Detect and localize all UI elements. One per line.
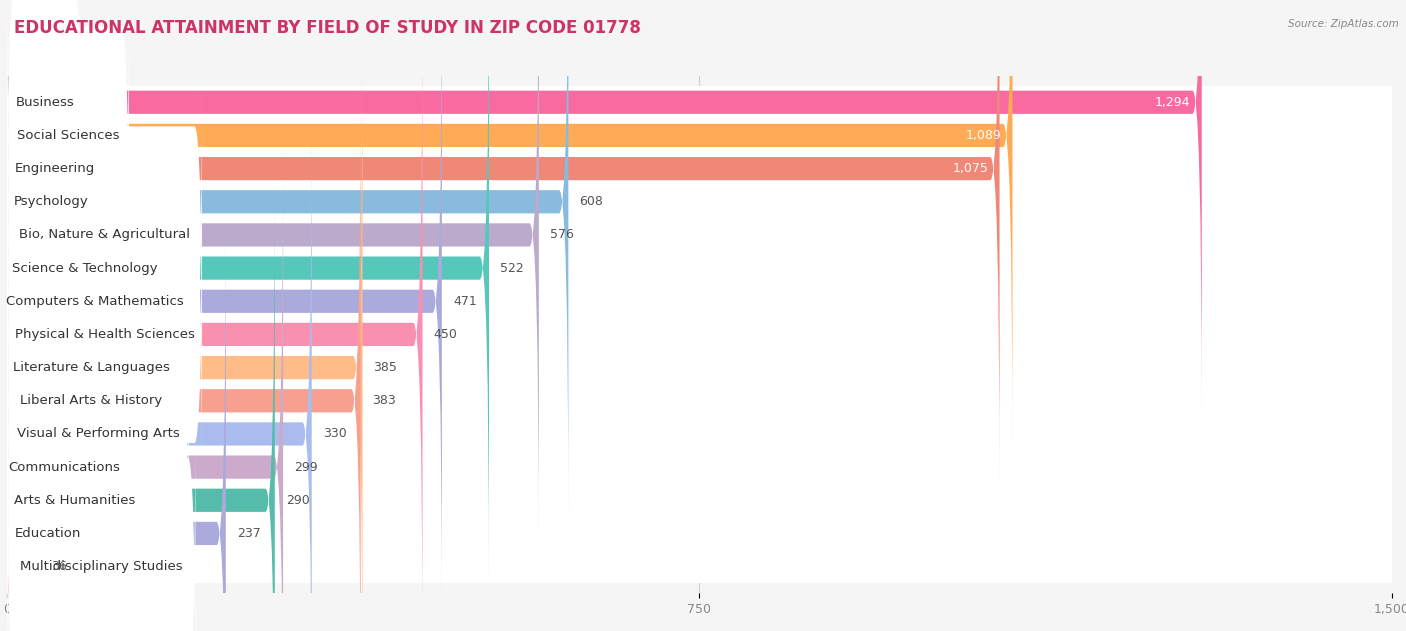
FancyBboxPatch shape <box>7 247 41 631</box>
Text: Business: Business <box>15 96 75 109</box>
Text: Education: Education <box>15 527 82 540</box>
Text: Bio, Nature & Agricultural: Bio, Nature & Agricultural <box>20 228 190 242</box>
FancyBboxPatch shape <box>7 285 1392 318</box>
Text: Computers & Mathematics: Computers & Mathematics <box>6 295 183 308</box>
FancyBboxPatch shape <box>7 384 1392 417</box>
FancyBboxPatch shape <box>7 78 202 392</box>
FancyBboxPatch shape <box>7 550 1392 583</box>
Text: 522: 522 <box>501 262 524 274</box>
Text: Liberal Arts & History: Liberal Arts & History <box>20 394 162 407</box>
FancyBboxPatch shape <box>7 218 1392 252</box>
FancyBboxPatch shape <box>7 0 1000 488</box>
Text: 36: 36 <box>52 560 67 573</box>
FancyBboxPatch shape <box>7 451 1392 484</box>
Text: Visual & Performing Arts: Visual & Performing Arts <box>17 427 179 440</box>
Text: Engineering: Engineering <box>14 162 94 175</box>
Text: EDUCATIONAL ATTAINMENT BY FIELD OF STUDY IN ZIP CODE 01778: EDUCATIONAL ATTAINMENT BY FIELD OF STUDY… <box>14 19 641 37</box>
FancyBboxPatch shape <box>7 15 422 631</box>
Text: Science & Technology: Science & Technology <box>11 262 157 274</box>
FancyBboxPatch shape <box>7 318 1392 351</box>
Text: 608: 608 <box>579 195 603 208</box>
FancyBboxPatch shape <box>7 178 202 491</box>
Text: 1,089: 1,089 <box>966 129 1001 142</box>
Text: 330: 330 <box>323 427 346 440</box>
Text: Multidisciplinary Studies: Multidisciplinary Studies <box>20 560 183 573</box>
FancyBboxPatch shape <box>7 277 188 591</box>
Text: 1,075: 1,075 <box>953 162 988 175</box>
FancyBboxPatch shape <box>7 185 1392 218</box>
FancyBboxPatch shape <box>7 252 1392 285</box>
FancyBboxPatch shape <box>7 410 195 631</box>
Text: 290: 290 <box>285 494 309 507</box>
FancyBboxPatch shape <box>7 343 142 631</box>
FancyBboxPatch shape <box>7 0 568 522</box>
FancyBboxPatch shape <box>7 45 96 358</box>
FancyBboxPatch shape <box>7 351 1392 384</box>
FancyBboxPatch shape <box>7 86 1392 119</box>
FancyBboxPatch shape <box>7 211 176 524</box>
Text: Literature & Languages: Literature & Languages <box>13 361 170 374</box>
FancyBboxPatch shape <box>7 114 312 631</box>
Text: Social Sciences: Social Sciences <box>17 129 120 142</box>
FancyBboxPatch shape <box>7 213 226 631</box>
FancyBboxPatch shape <box>7 119 1392 152</box>
FancyBboxPatch shape <box>7 377 89 631</box>
FancyBboxPatch shape <box>7 517 1392 550</box>
FancyBboxPatch shape <box>7 0 83 259</box>
FancyBboxPatch shape <box>7 47 363 631</box>
FancyBboxPatch shape <box>7 0 1012 456</box>
FancyBboxPatch shape <box>7 0 489 588</box>
FancyBboxPatch shape <box>7 147 283 631</box>
FancyBboxPatch shape <box>7 244 176 558</box>
FancyBboxPatch shape <box>7 0 1202 422</box>
FancyBboxPatch shape <box>7 111 162 425</box>
FancyBboxPatch shape <box>7 180 274 631</box>
FancyBboxPatch shape <box>7 81 361 631</box>
Text: Psychology: Psychology <box>14 195 89 208</box>
Text: Physical & Health Sciences: Physical & Health Sciences <box>14 328 194 341</box>
FancyBboxPatch shape <box>7 484 1392 517</box>
FancyBboxPatch shape <box>7 0 538 555</box>
FancyBboxPatch shape <box>7 0 129 292</box>
Text: 385: 385 <box>374 361 398 374</box>
Text: 576: 576 <box>550 228 574 242</box>
FancyBboxPatch shape <box>7 152 1392 185</box>
FancyBboxPatch shape <box>7 0 441 622</box>
Text: 471: 471 <box>453 295 477 308</box>
Text: 237: 237 <box>238 527 260 540</box>
Text: 383: 383 <box>371 394 395 407</box>
Text: 299: 299 <box>294 461 318 474</box>
FancyBboxPatch shape <box>7 12 103 326</box>
Text: Arts & Humanities: Arts & Humanities <box>14 494 135 507</box>
Text: 450: 450 <box>433 328 457 341</box>
Text: Source: ZipAtlas.com: Source: ZipAtlas.com <box>1288 19 1399 29</box>
Text: Communications: Communications <box>8 461 121 474</box>
FancyBboxPatch shape <box>7 417 1392 451</box>
FancyBboxPatch shape <box>7 144 183 458</box>
Text: 1,294: 1,294 <box>1156 96 1191 109</box>
FancyBboxPatch shape <box>7 310 122 624</box>
